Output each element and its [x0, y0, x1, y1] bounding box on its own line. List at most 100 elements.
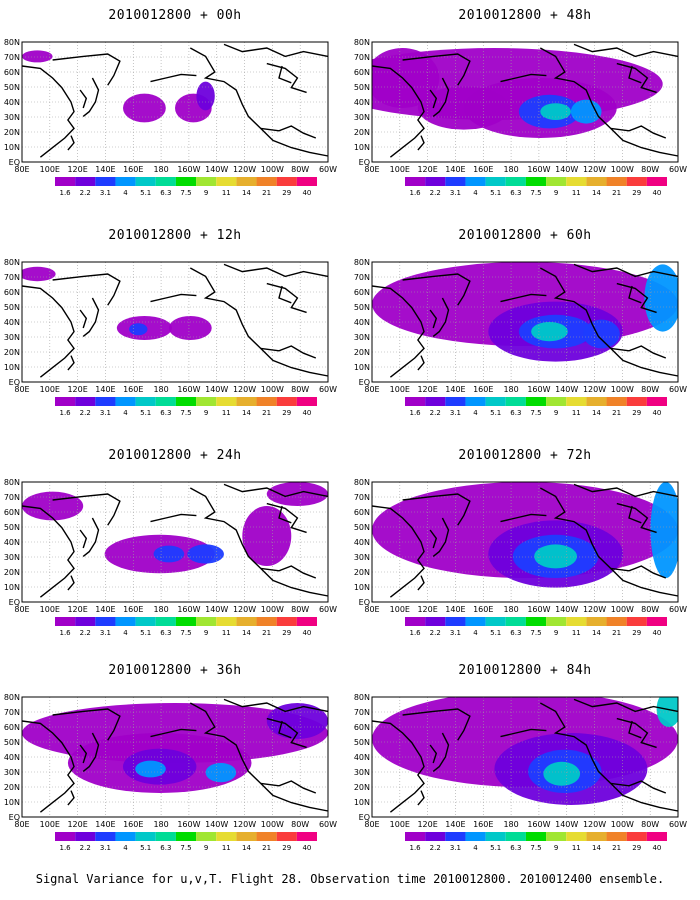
lon-tick-label: 80W	[291, 605, 309, 614]
colorbar-label: 7.5	[180, 844, 191, 852]
lon-tick-label: 120W	[583, 385, 606, 394]
colorbar-label: 1.6	[410, 409, 422, 417]
colorbar-label: 11	[572, 629, 581, 637]
colorbar-swatch	[155, 832, 176, 841]
colorbar-label: 21	[612, 189, 621, 197]
colorbar-swatch	[606, 397, 627, 406]
lon-tick-label: 160E	[123, 165, 143, 174]
map-panel: 2010012800 + 12h 80N 70N 60N 50N 40N 30N 20N 10N…	[0, 220, 350, 440]
colorbar-swatch	[525, 617, 547, 626]
lon-tick-label: 140E	[95, 165, 115, 174]
colorbar-label: 7.5	[180, 629, 191, 637]
colorbar-swatch	[155, 177, 176, 186]
lon-tick-label: 160E	[123, 820, 143, 829]
lon-tick-label: 120E	[67, 820, 87, 829]
lat-tick-label: 10N	[4, 143, 20, 152]
colorbar-swatch	[566, 397, 587, 406]
colorbar-label: 3.1	[450, 189, 461, 197]
lon-tick-label: 80E	[364, 820, 379, 829]
colorbar-swatch	[75, 832, 96, 841]
lat-tick-label: 40N	[354, 538, 370, 547]
lon-tick-label: 60W	[319, 605, 337, 614]
variance-region	[570, 99, 602, 124]
lat-tick-label: 30N	[354, 333, 370, 342]
colorbar-swatch	[505, 617, 526, 626]
colorbar-swatch	[646, 397, 667, 406]
lon-tick-label: 120E	[417, 385, 437, 394]
lat-tick-label: 60N	[4, 288, 20, 297]
coastlines	[21, 483, 329, 598]
coastlines	[21, 698, 329, 813]
panel-title: 2010012800 + 60h	[458, 228, 592, 243]
lat-tick-label: 40N	[354, 98, 370, 107]
colorbar-swatch	[505, 832, 526, 841]
lat-tick-label: 30N	[4, 553, 20, 562]
lat-tick-label: 40N	[4, 753, 20, 762]
lon-tick-label: 140W	[555, 385, 578, 394]
colorbar-swatch	[55, 177, 76, 186]
colorbar-swatch	[485, 617, 506, 626]
lon-tick-label: 80E	[14, 820, 29, 829]
lon-tick-label: 160E	[473, 165, 493, 174]
colorbar-swatch	[505, 397, 526, 406]
colorbar-swatch	[256, 177, 277, 186]
colorbar-label: 5.1	[140, 409, 151, 417]
lon-tick-label: 100W	[611, 385, 634, 394]
colorbar-label: 4	[473, 409, 478, 417]
lat-tick-label: 40N	[354, 318, 370, 327]
lat-tick-label: 70N	[354, 273, 370, 282]
colorbar-swatch	[75, 617, 96, 626]
lon-tick-label: 80W	[291, 385, 309, 394]
lon-tick-label: 100E	[390, 605, 410, 614]
colorbar-swatch	[175, 177, 197, 186]
colorbar-label: 1.6	[410, 189, 422, 197]
lat-tick-label: EQ	[9, 378, 20, 387]
colorbar-label: 14	[242, 409, 251, 417]
variance-shading	[22, 50, 215, 123]
lat-tick-label: 20N	[4, 568, 20, 577]
map-frame	[21, 41, 329, 163]
colorbar-label: 9	[554, 844, 558, 852]
colorbar-label: 1.6	[60, 844, 72, 852]
colorbar-label: 29	[632, 189, 641, 197]
colorbar-label: 14	[242, 629, 251, 637]
colorbar-label: 5.1	[140, 629, 151, 637]
lat-tick-label: 50N	[354, 523, 370, 532]
lat-tick-label: 80N	[4, 38, 20, 47]
lon-tick-label: 60W	[319, 385, 337, 394]
colorbar-swatch	[236, 832, 257, 841]
colorbar-swatch	[425, 617, 446, 626]
colorbar-label: 4	[123, 409, 128, 417]
lon-tick-label: 100W	[261, 165, 284, 174]
lat-tick-label: 30N	[4, 768, 20, 777]
lat-tick-label: 10N	[4, 363, 20, 372]
lon-tick-label: 120E	[417, 605, 437, 614]
lon-tick-label: 80E	[364, 385, 379, 394]
colorbar-swatch	[525, 832, 547, 841]
lon-tick-label: 100E	[390, 165, 410, 174]
lon-tick-label: 180	[503, 820, 518, 829]
colorbar-swatch	[586, 177, 607, 186]
lon-tick-label: 120W	[583, 605, 606, 614]
coastlines	[371, 698, 679, 813]
colorbar-swatch	[445, 397, 466, 406]
colorbar-swatch	[95, 177, 116, 186]
colorbar-label: 29	[632, 409, 641, 417]
lon-tick-label: 140W	[205, 820, 228, 829]
colorbar-label: 2.2	[430, 409, 441, 417]
colorbar-swatch	[505, 177, 526, 186]
colorbar-label: 1.6	[410, 844, 422, 852]
lat-tick-label: 60N	[4, 68, 20, 77]
colorbar-swatch	[425, 397, 446, 406]
lon-tick-label: 180	[153, 165, 168, 174]
lon-tick-label: 100W	[261, 605, 284, 614]
lon-tick-label: 120W	[583, 820, 606, 829]
map-panel: 2010012800 + 36h 80N 70N 60N 50N 40N 30N 20N 10N…	[0, 655, 350, 875]
panel-title: 2010012800 + 36h	[108, 663, 242, 678]
lat-tick-label: 10N	[4, 798, 20, 807]
colorbar-swatch	[175, 832, 197, 841]
colorbar-swatch	[606, 832, 627, 841]
colorbar-swatch	[546, 617, 567, 626]
